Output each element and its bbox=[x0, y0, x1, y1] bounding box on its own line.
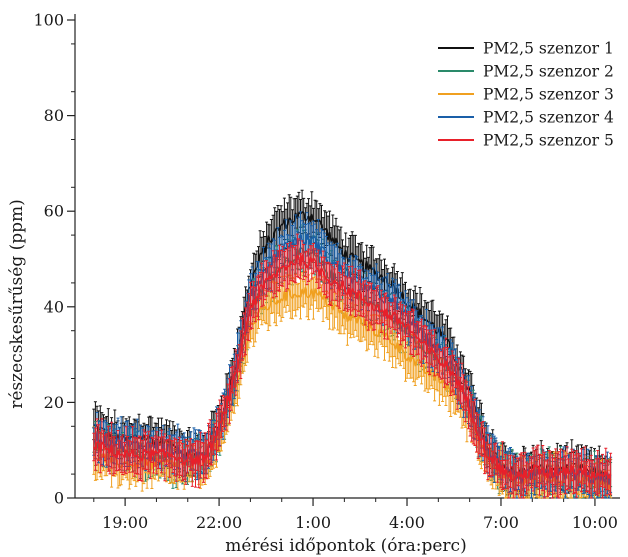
series-layer bbox=[92, 189, 613, 499]
x-tick-label: 1:00 bbox=[295, 513, 331, 532]
y-tick-label: 80 bbox=[44, 106, 64, 125]
x-tick-label: 22:00 bbox=[196, 513, 242, 532]
tick-labels: 0 20 40 60 80 100 19:00 22:00 1:00 4:00 7:00 10:00 bbox=[33, 11, 618, 533]
y-tick-label: 40 bbox=[44, 297, 64, 316]
legend: PM2,5 szenzor 1 PM2,5 szenzor 2 PM2,5 szen… bbox=[438, 40, 614, 150]
x-tick-label: 7:00 bbox=[483, 513, 519, 532]
x-tick-label: 4:00 bbox=[389, 513, 425, 532]
series-1 bbox=[92, 189, 613, 499]
legend-label: PM2,5 szenzor 1 bbox=[483, 40, 614, 58]
y-axis-label: részecskesűrűség (ppm) bbox=[7, 199, 27, 409]
series-5-line bbox=[93, 253, 612, 482]
series-5 bbox=[92, 233, 613, 499]
x-axis-label: mérési időpontok (óra:perc) bbox=[225, 536, 466, 556]
series-1-error-bars bbox=[92, 189, 613, 499]
legend-label: PM2,5 szenzor 4 bbox=[483, 109, 614, 127]
legend-label: PM2,5 szenzor 3 bbox=[483, 86, 614, 104]
legend-label: PM2,5 szenzor 5 bbox=[483, 132, 614, 150]
series-3-line bbox=[93, 286, 612, 491]
y-tick-label: 100 bbox=[33, 11, 64, 30]
x-tick-label: 10:00 bbox=[572, 513, 618, 532]
y-tick-label: 0 bbox=[54, 489, 64, 508]
y-tick-label: 20 bbox=[44, 393, 64, 412]
x-tick-label: 19:00 bbox=[102, 513, 148, 532]
y-tick-label: 60 bbox=[44, 202, 64, 221]
legend-label: PM2,5 szenzor 2 bbox=[483, 63, 614, 81]
